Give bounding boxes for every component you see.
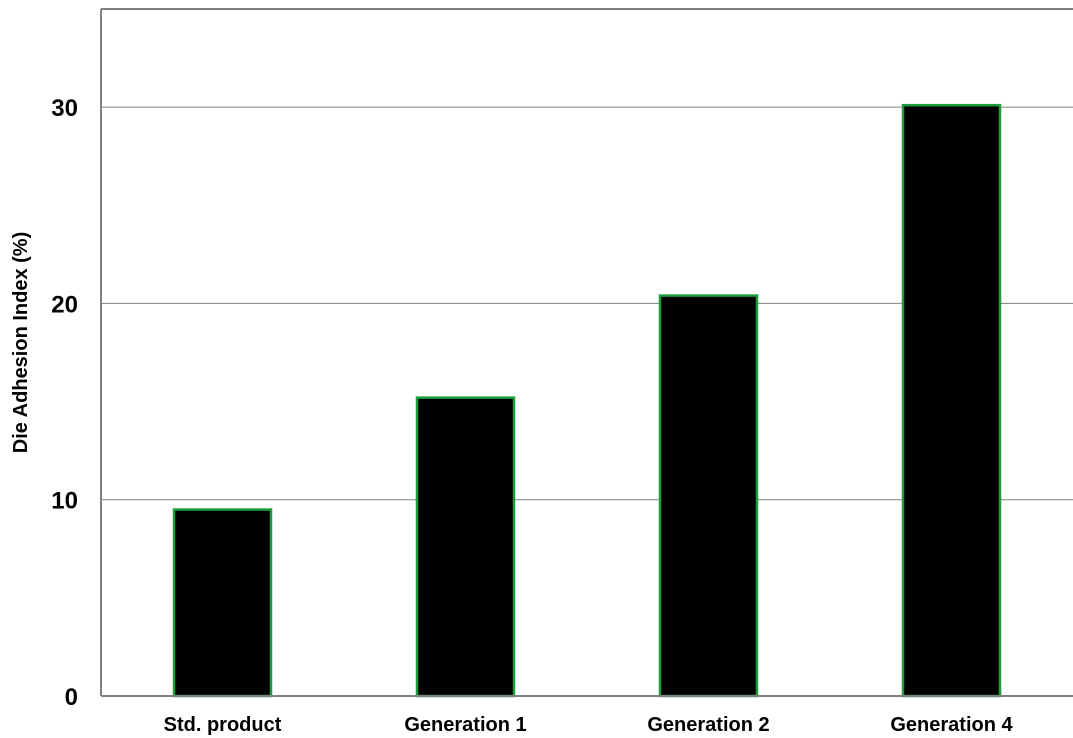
bar-generation-2 [658, 294, 759, 698]
x-category-label: Generation 4 [890, 714, 1013, 736]
y-tick-labels: 0 10 20 30 [51, 95, 78, 711]
x-category-label: Generation 1 [404, 714, 526, 736]
x-category-label: Generation 2 [647, 714, 769, 736]
y-tick-label: 0 [65, 684, 78, 711]
x-category-label: Std. product [164, 714, 282, 736]
y-axis-title: Die Adhesion Index (%) [10, 232, 32, 454]
y-tick-label: 20 [51, 291, 78, 318]
bars [172, 103, 1002, 698]
axes [100, 8, 1073, 697]
y-tick-label: 10 [51, 488, 78, 515]
bar-generation-4 [901, 103, 1002, 698]
bar-std-product [172, 508, 273, 698]
y-tick-label: 30 [51, 95, 78, 122]
bar-generation-1 [415, 396, 516, 698]
x-category-labels: Std. product Generation 1 Generation 2 Gene… [164, 714, 1014, 736]
